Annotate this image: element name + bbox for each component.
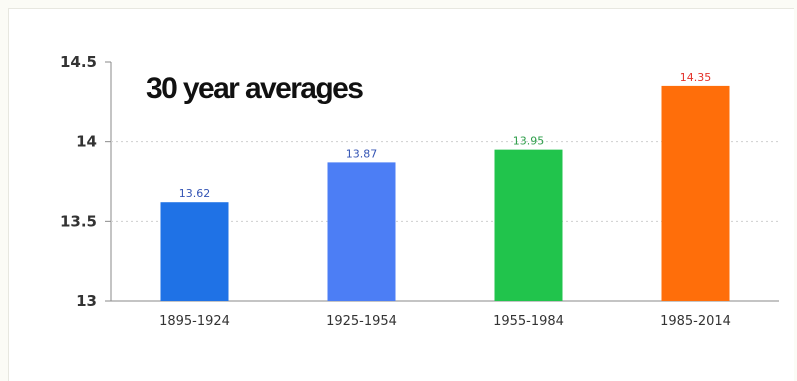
bars: 13.62 13.87 13.95 14.35: [160, 71, 730, 302]
chart-frame: 13 13.5 14 14.5 13.62 13.87 13.95 14.35 1895-1…: [8, 8, 794, 381]
bar: [327, 162, 396, 301]
x-tick-label: 1985-2014: [660, 314, 731, 329]
bar: [661, 85, 730, 302]
chart-title: 30 year averages: [146, 72, 364, 105]
bar: [494, 149, 563, 301]
x-tick-label: 1955-1984: [493, 314, 564, 329]
bar: [160, 202, 229, 301]
x-axis-ticks: 1895-1924 1925-1954 1955-1984 1985-2014: [159, 314, 731, 329]
data-label: 13.95: [513, 135, 545, 148]
y-tick-label: 13: [76, 292, 97, 310]
x-tick-label: 1895-1924: [159, 314, 230, 329]
y-tick-label: 14.5: [60, 53, 97, 71]
data-label: 14.35: [680, 71, 712, 84]
bar-chart: 13 13.5 14 14.5 13.62 13.87 13.95 14.35 1895-1…: [60, 53, 779, 329]
y-axis-ticks: 13 13.5 14 14.5: [60, 53, 111, 310]
x-tick-label: 1925-1954: [326, 314, 397, 329]
data-label: 13.87: [346, 147, 378, 160]
y-tick-label: 14: [76, 133, 97, 151]
y-tick-label: 13.5: [60, 212, 97, 230]
data-label: 13.62: [179, 187, 211, 200]
